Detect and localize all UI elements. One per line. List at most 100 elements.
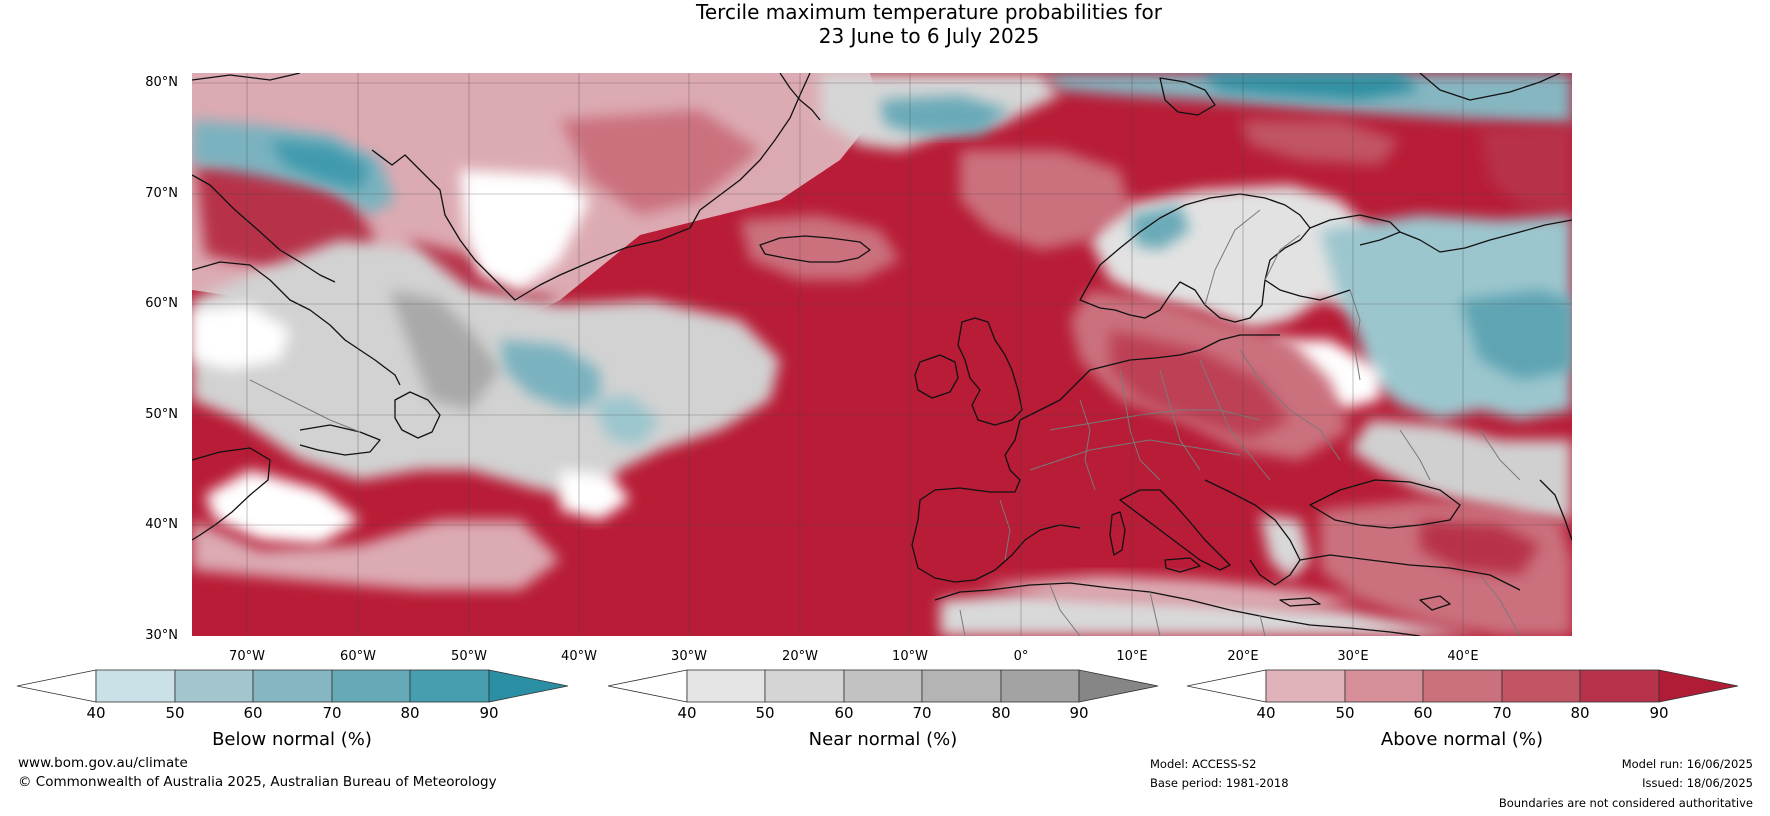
colorbar-above-bin-50-60 [1344, 669, 1424, 703]
colorbar-near-tick: 50 [755, 704, 775, 722]
colorbar-below-extend-low [16, 669, 97, 703]
border-line [1149, 591, 1161, 636]
above-normal-norwegian-sea [960, 150, 1130, 250]
colorbar-below-tick: 60 [243, 704, 263, 722]
border-line [1159, 369, 1201, 471]
us-east-coast [192, 447, 271, 541]
sicily-coast [1164, 557, 1201, 573]
colorbar-above-bin-40-50 [1265, 669, 1346, 703]
newfoundland-coast [394, 391, 441, 439]
footer-base-period: Base period: 1981-2018 [1150, 776, 1289, 790]
white-atlantic-patch-2 [205, 470, 360, 545]
above-normal-iceland-ring [740, 215, 900, 280]
above-normal-anatolia-core [1420, 520, 1540, 575]
title-line-1: Tercile maximum temperature probabilitie… [696, 0, 1162, 24]
below-normal-atlantic-patch-2 [590, 395, 660, 445]
greenland-ice-white [460, 170, 590, 290]
colorbar-above-tick: 80 [1570, 704, 1590, 722]
colorbar-near-bin-60-70 [843, 669, 923, 703]
scandinavia-coast [1079, 193, 1311, 323]
colorbar-above-extend-low [1186, 669, 1267, 703]
above-normal-kara-patch [1480, 125, 1572, 210]
border-line [1264, 234, 1301, 281]
north-africa-coast [934, 582, 1421, 636]
colorbar-near-tick: 60 [834, 704, 854, 722]
colorbar-near-bin-50-60 [764, 669, 845, 703]
british-isles-coast [957, 317, 1023, 426]
lat-label-70n: 70°N [145, 186, 178, 201]
border-line [1204, 209, 1261, 306]
near-normal-strong-region [390, 290, 500, 410]
colorbar-above-bin-60-70 [1422, 669, 1503, 703]
lat-label-60n: 60°N [145, 296, 178, 311]
white-atlantic-patch [192, 305, 290, 370]
below-normal-atlantic-patch [500, 340, 600, 410]
lon-label-30e: 30°E [1337, 649, 1369, 664]
lat-label-50n: 50°N [145, 407, 178, 422]
footer-disclaimer: Boundaries are not considered authoritat… [1498, 796, 1753, 810]
svalbard-coast [1159, 77, 1216, 116]
black-sea-coast [1309, 479, 1461, 529]
colorbar-above-tick: 50 [1335, 704, 1355, 722]
colorbar-above-bin-70-80 [1501, 669, 1581, 703]
near-normal-russia-south [1350, 420, 1572, 520]
colorbar-below-tick: 50 [165, 704, 185, 722]
footer-website-link[interactable]: www.bom.gov.au/climate [18, 755, 188, 771]
greenland-coast [371, 73, 811, 301]
lon-label-70w: 70°W [229, 649, 265, 664]
ireland-coast [914, 354, 959, 399]
footer-issued: Issued: 18/06/2025 [1642, 776, 1753, 790]
border-line [1479, 574, 1521, 636]
colorbar-above-extend-high [1658, 669, 1739, 703]
colorbar-near-tick: 80 [991, 704, 1011, 722]
colorbar-near-bin-40-50 [686, 669, 766, 703]
turkey-coast [1299, 554, 1521, 591]
colorbar-near-normal [607, 669, 1159, 703]
colorbar-below-tick: 90 [479, 704, 499, 722]
lon-label-50w: 50°W [451, 649, 487, 664]
country-borders [249, 209, 1521, 636]
probability-field [192, 73, 1572, 636]
corsica-sardinia-coast [1109, 511, 1126, 556]
balkans-coast [1204, 479, 1301, 586]
lon-label-20e: 20°E [1227, 649, 1259, 664]
lon-label-40w: 40°W [561, 649, 597, 664]
colorbar-below-bin-80-90 [409, 669, 490, 703]
map-plot-area [192, 73, 1572, 636]
below-normal-nw-core [270, 140, 370, 190]
colorbar-above-normal [1186, 669, 1739, 703]
colorbar-below-tick: 70 [322, 704, 342, 722]
border-line [1029, 439, 1241, 471]
lat-label-80n: 80°N [145, 75, 178, 90]
colorbar-above-tick: 90 [1649, 704, 1669, 722]
border-line [1239, 349, 1341, 461]
above-normal-barents-patch [1240, 120, 1400, 165]
title-line-2: 23 June to 6 July 2025 [818, 24, 1040, 48]
colorbar-near-extend-high [1078, 669, 1159, 703]
france-iberia-coast [911, 419, 1081, 583]
colorbar-below-tick: 40 [86, 704, 106, 722]
finland-coast [1264, 279, 1351, 301]
coastlines [192, 73, 1572, 636]
colorbar-above-tick: 40 [1256, 704, 1276, 722]
border-line [999, 499, 1011, 561]
colorbar-near-tick: 90 [1069, 704, 1089, 722]
lon-label-30w: 30°W [671, 649, 707, 664]
colorbar-near-bin-70-80 [921, 669, 1002, 703]
colorbar-below-bin-40-50 [95, 669, 176, 703]
colorbar-below-tick: 80 [400, 704, 420, 722]
border-line [1119, 369, 1161, 481]
border-line [1199, 359, 1271, 481]
footer-model: Model: ACCESS-S2 [1150, 757, 1257, 771]
border-line [1399, 429, 1431, 481]
white-atlantic-patch-3 [560, 470, 630, 520]
footer-model-run: Model run: 16/06/2025 [1621, 757, 1753, 771]
colorbar-near-label: Near normal (%) [808, 729, 958, 750]
lat-label-40n: 40°N [145, 517, 178, 532]
border-line [959, 609, 966, 636]
lon-label-10e: 10°E [1116, 649, 1148, 664]
kola-coast [1309, 214, 1401, 246]
colorbar-below-normal [16, 669, 569, 703]
above-normal-moderate-region [560, 110, 760, 215]
below-normal-svalbard-west [880, 95, 1010, 135]
